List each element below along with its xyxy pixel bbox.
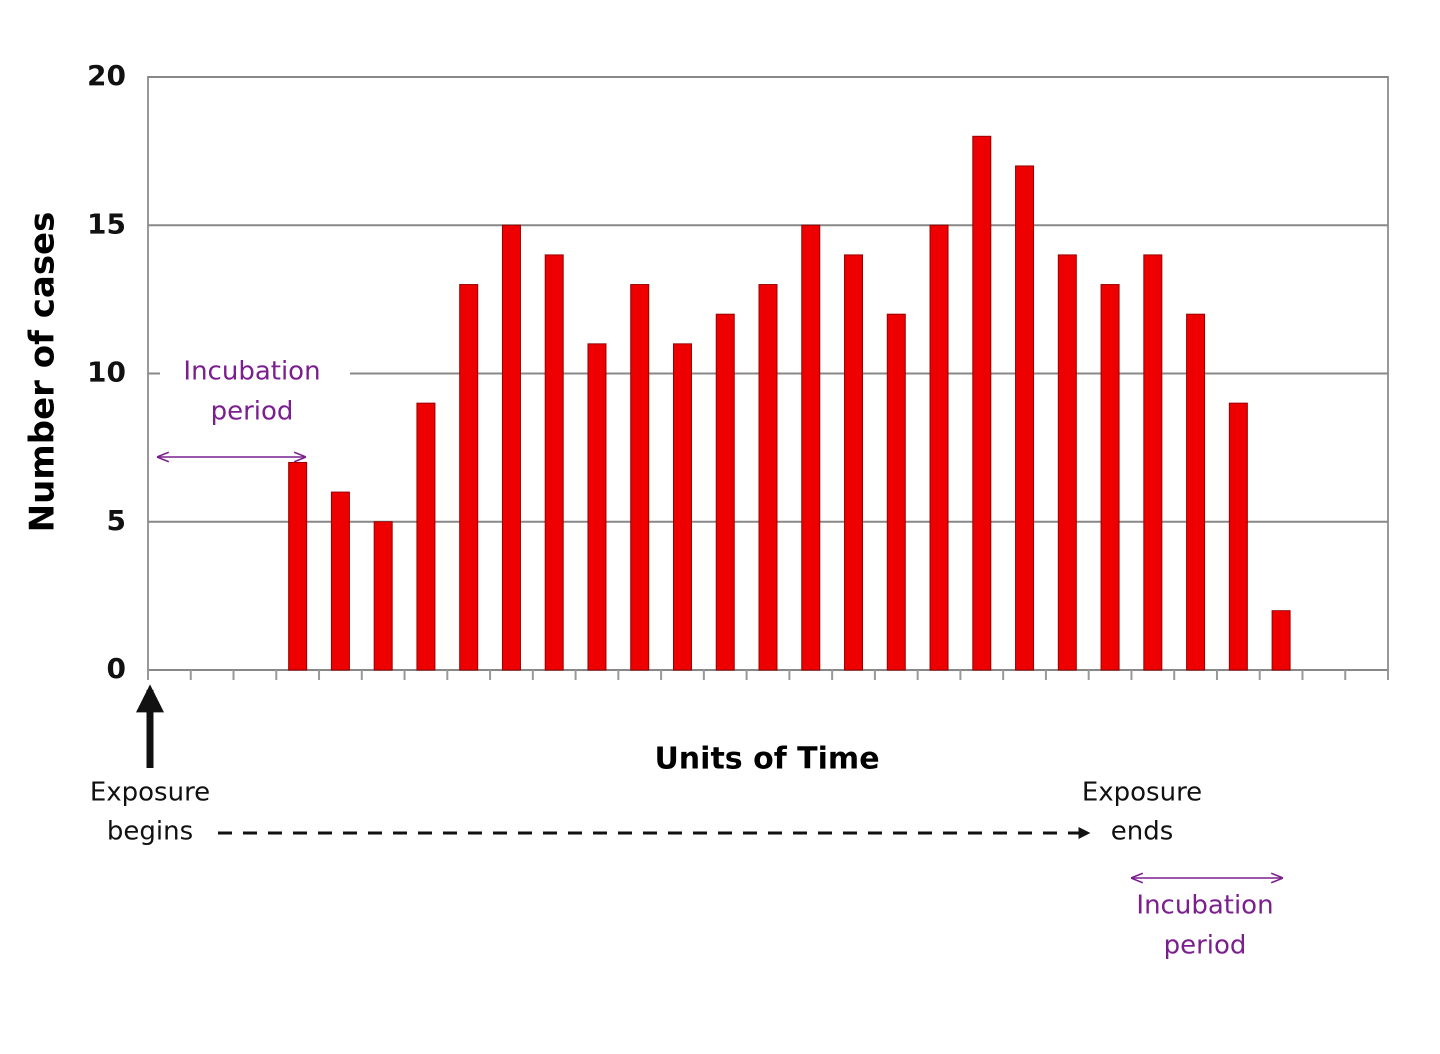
annotation-line: Incubation [1136, 891, 1273, 921]
bar [1100, 284, 1120, 671]
bar [844, 254, 864, 671]
annotation-incubation-end: Incubation period [1132, 878, 1282, 961]
bar [1057, 254, 1077, 671]
bar [587, 343, 607, 671]
bar [972, 135, 992, 671]
y-tick-label: 5 [107, 504, 126, 537]
y-tick-label: 10 [87, 356, 126, 389]
bar [330, 491, 350, 671]
bar [1186, 313, 1206, 671]
bar [758, 284, 778, 671]
annotation-line: Incubation [183, 357, 320, 387]
bar [1015, 165, 1035, 671]
y-axis-label: Number of cases [23, 212, 63, 533]
bar [929, 224, 949, 671]
bar [1228, 402, 1248, 671]
annotation-exposure-ends: Exposure ends [1082, 778, 1202, 847]
y-tick-label: 20 [87, 59, 126, 92]
bar [886, 313, 906, 671]
annotation-line: ends [1111, 817, 1174, 847]
bar [416, 402, 436, 671]
annotation-line: begins [107, 817, 193, 847]
bar [801, 224, 821, 671]
annotation-incubation-start: Incubation period [158, 352, 350, 457]
x-axis-label: Units of Time [654, 742, 879, 777]
bar [672, 343, 692, 671]
bar [373, 521, 393, 671]
bar [501, 224, 521, 671]
bar [630, 284, 650, 671]
annotation-exposure-begins: Exposure begins [90, 684, 1091, 847]
annotation-line: period [211, 397, 294, 427]
bar [544, 254, 564, 671]
annotation-line: Exposure [1082, 778, 1202, 808]
annotation-line: period [1164, 931, 1247, 961]
label-bg [160, 352, 350, 432]
y-tick-label: 15 [87, 207, 126, 240]
y-tick-label: 0 [107, 652, 126, 685]
bar [715, 313, 735, 671]
bar [288, 461, 308, 671]
bar [459, 284, 479, 671]
bar [1271, 610, 1291, 671]
bar [1143, 254, 1163, 671]
annotation-line: Exposure [90, 778, 210, 808]
